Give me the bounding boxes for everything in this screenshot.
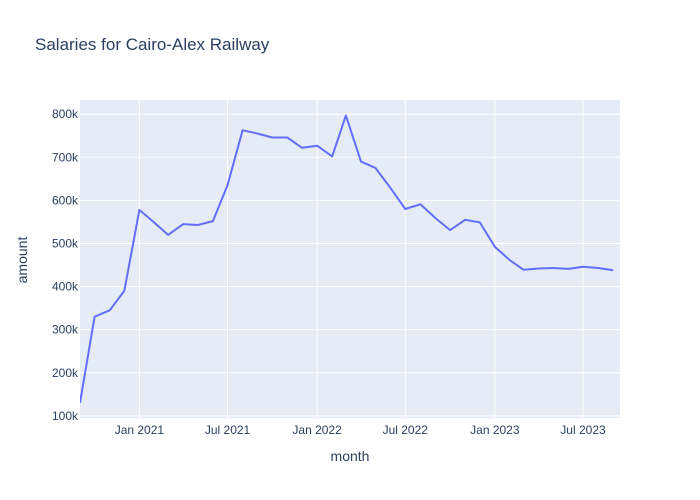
x-tick-label: Jan 2023 <box>470 423 520 437</box>
y-tick-labels: 100k 200k 300k 400k 500k 600k 700k 800k <box>52 107 79 423</box>
x-tick-label: Jul 2022 <box>383 423 429 437</box>
y-tick-label: 200k <box>52 366 79 380</box>
x-axis-title: month <box>331 448 370 464</box>
x-tick-label: Jan 2021 <box>115 423 165 437</box>
x-tick-label: Jul 2021 <box>205 423 251 437</box>
chart-title: Salaries for Cairo-Alex Railway <box>35 35 270 54</box>
x-tick-label: Jan 2022 <box>292 423 342 437</box>
series-layer <box>80 114 614 404</box>
y-tick-label: 700k <box>52 150 79 164</box>
y-tick-label: 800k <box>52 107 79 121</box>
y-tick-label: 400k <box>52 280 79 294</box>
y-axis-title: amount <box>14 237 30 284</box>
series-line <box>80 114 614 404</box>
x-gridlines <box>138 100 584 418</box>
y-tick-label: 500k <box>52 236 79 250</box>
y-gridlines <box>80 113 620 417</box>
x-tick-labels: Jan 2021 Jul 2021 Jan 2022 Jul 2022 Jan 2023… <box>115 423 606 437</box>
y-tick-label: 600k <box>52 193 79 207</box>
y-tick-label: 300k <box>52 323 79 337</box>
plot-area <box>80 100 620 418</box>
y-tick-label: 100k <box>52 409 79 423</box>
x-tick-label: Jul 2023 <box>560 423 606 437</box>
